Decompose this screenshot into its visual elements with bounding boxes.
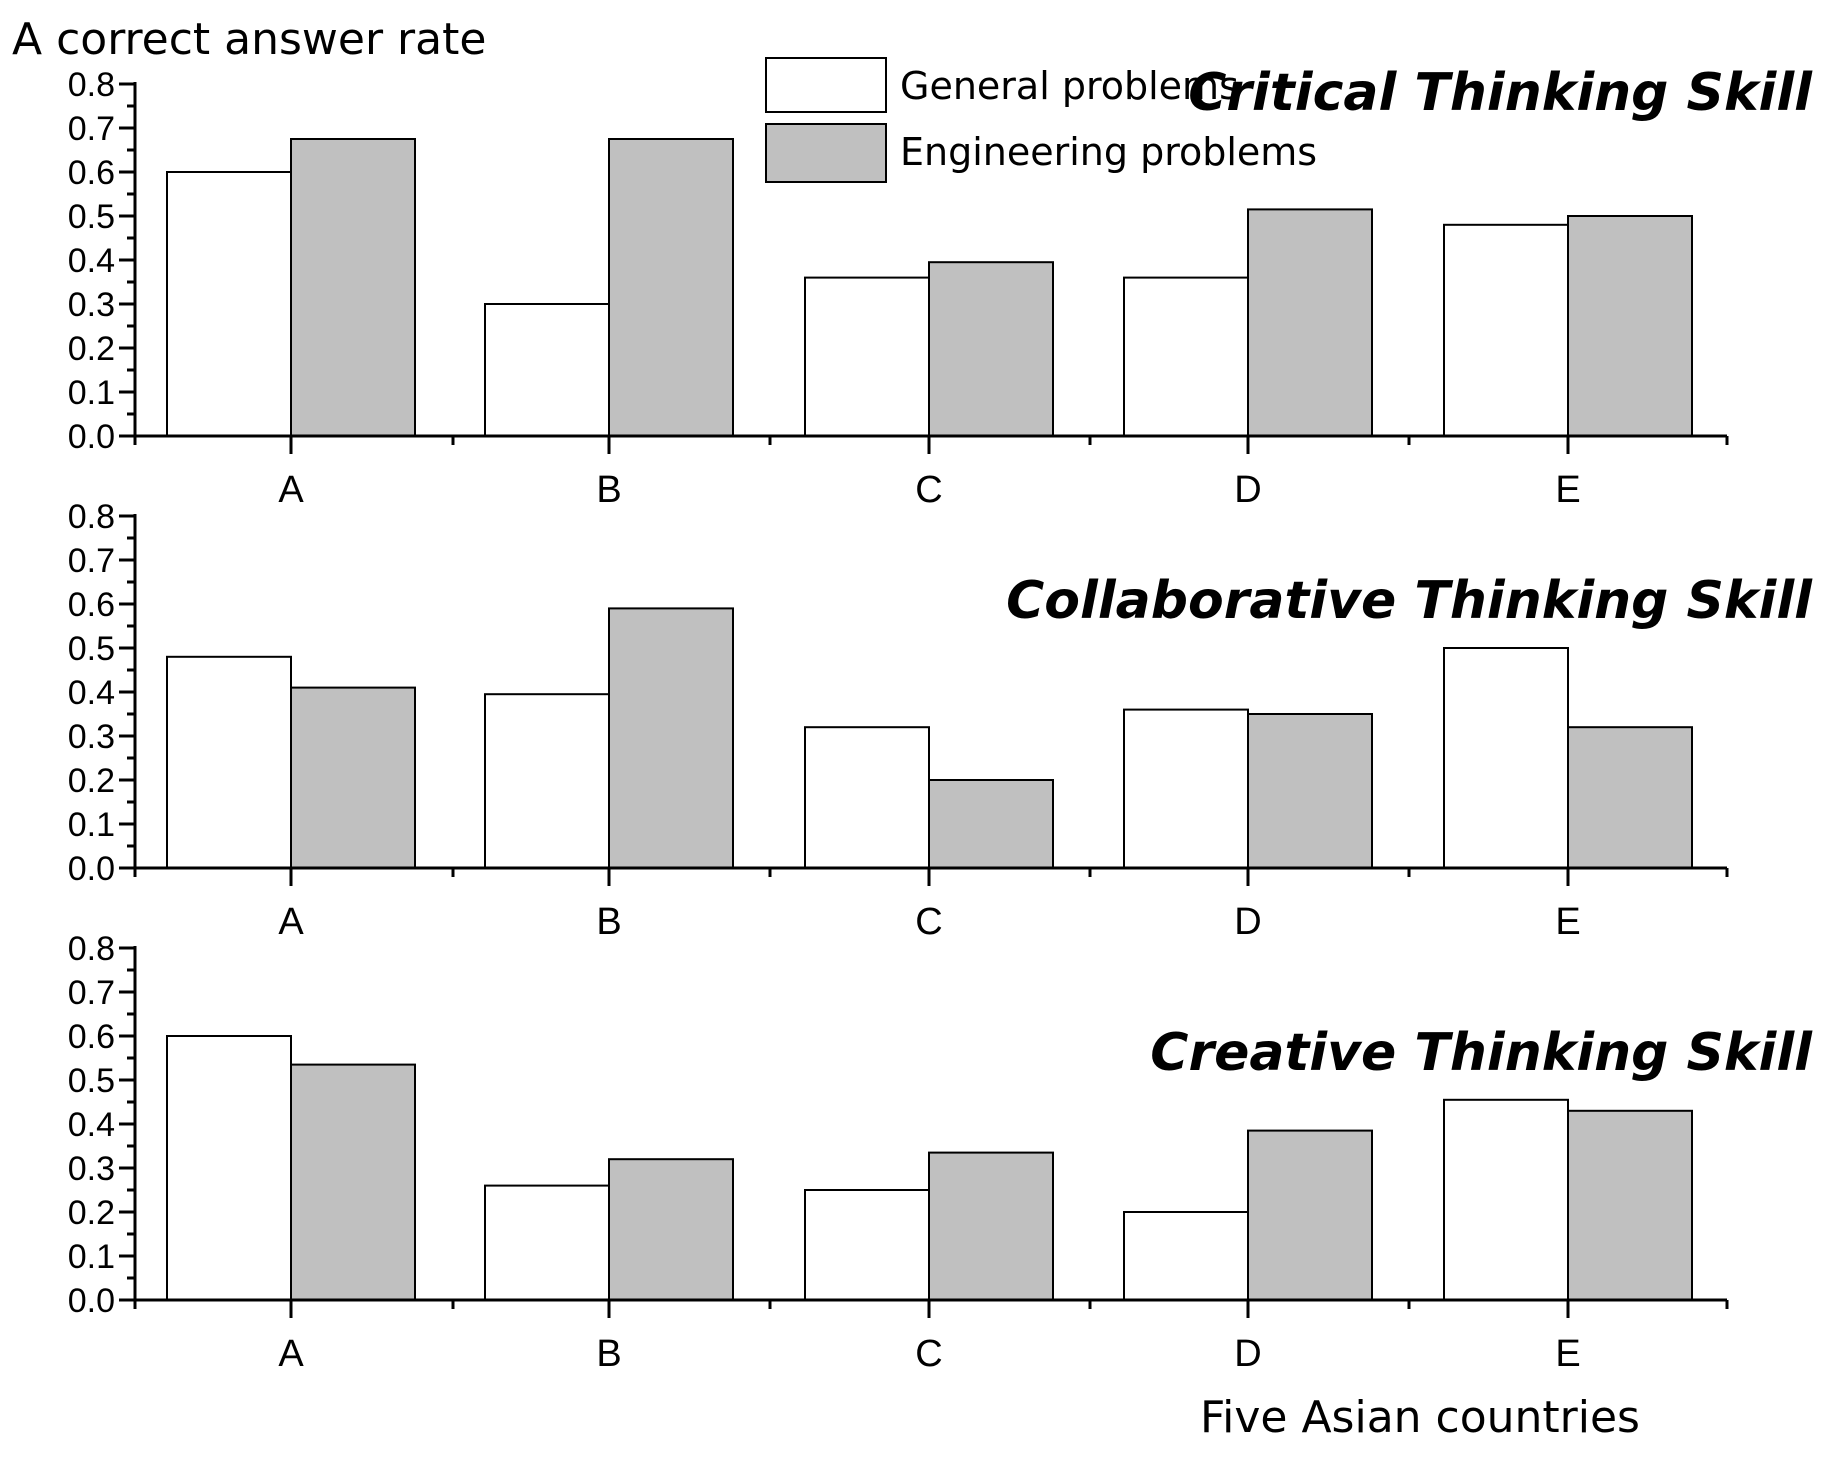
category-label-p2-e: E [1555, 901, 1580, 943]
y-tick-label-p2: 0.5 [68, 630, 115, 668]
bar-p3-engineering-d [1247, 1129, 1373, 1301]
bar-p1-general-b [484, 303, 610, 437]
legend-swatch-general [765, 57, 887, 113]
category-label-p1-e: E [1555, 469, 1580, 511]
bar-p2-general-d [1123, 708, 1249, 869]
y-tick-label-p2: 0.2 [68, 762, 115, 800]
y-tick-label-p3: 0.6 [68, 1018, 115, 1056]
bar-p2-engineering-b [608, 607, 734, 870]
legend-swatch-engineering [765, 123, 887, 183]
y-tick-label-p3: 0.8 [68, 930, 115, 968]
bar-p1-engineering-d [1247, 208, 1373, 437]
x-axis-title: Five Asian countries [1200, 1392, 1640, 1443]
y-tick-label-p1: 0.7 [68, 110, 115, 148]
bar-p2-engineering-e [1567, 726, 1693, 870]
bar-p3-engineering-e [1567, 1109, 1693, 1302]
panel-title-p3: Creative Thinking Skill [1150, 1023, 1813, 1083]
category-label-p2-c: C [915, 901, 942, 943]
bar-p3-engineering-b [608, 1158, 734, 1301]
bar-p2-engineering-c [928, 779, 1054, 869]
y-tick-label-p3: 0.5 [68, 1062, 115, 1100]
panel-title-p1: Critical Thinking Skill [1188, 63, 1813, 123]
y-tick-label-p3: 0.3 [68, 1150, 115, 1188]
category-label-p1-d: D [1234, 469, 1261, 511]
y-tick-label-p3: 0.0 [68, 1282, 115, 1320]
bar-p2-engineering-d [1247, 713, 1373, 869]
bar-p1-general-a [166, 171, 292, 437]
y-tick-label-p1: 0.5 [68, 198, 115, 236]
bar-p3-general-d [1123, 1211, 1249, 1301]
y-tick-label-p1: 0.4 [68, 242, 115, 280]
y-tick-label-p1: 0.8 [68, 66, 115, 104]
y-tick-label-p1: 0.6 [68, 154, 115, 192]
bar-p1-engineering-c [928, 261, 1054, 438]
bar-p1-general-d [1123, 276, 1249, 437]
bar-p2-general-e [1443, 647, 1569, 869]
bar-p1-general-e [1443, 223, 1569, 437]
category-label-p2-b: B [596, 901, 621, 943]
category-label-p1-a: A [278, 469, 304, 511]
category-label-p2-a: A [278, 901, 304, 943]
y-axis-title: A correct answer rate [12, 14, 486, 65]
bar-p2-general-c [804, 726, 930, 870]
bar-p3-engineering-a [290, 1063, 416, 1301]
category-label-p3-e: E [1555, 1333, 1580, 1375]
bar-p3-general-a [166, 1035, 292, 1301]
y-tick-label-p1: 0.3 [68, 286, 115, 324]
y-tick-label-p2: 0.3 [68, 718, 115, 756]
bar-p2-general-b [484, 693, 610, 870]
y-tick-label-p2: 0.7 [68, 542, 115, 580]
y-tick-label-p2: 0.8 [68, 498, 115, 536]
bar-p3-general-e [1443, 1098, 1569, 1302]
category-label-p2-d: D [1234, 901, 1261, 943]
bar-p2-engineering-a [290, 686, 416, 869]
y-tick-label-p1: 0.0 [68, 418, 115, 456]
bar-p1-engineering-b [608, 138, 734, 437]
y-tick-label-p3: 0.2 [68, 1194, 115, 1232]
legend-label-general: General problems [900, 64, 1239, 108]
category-label-p1-c: C [915, 469, 942, 511]
y-tick-label-p3: 0.7 [68, 974, 115, 1012]
bar-p3-general-b [484, 1184, 610, 1301]
bar-p1-general-c [804, 276, 930, 437]
y-tick-label-p2: 0.0 [68, 850, 115, 888]
y-tick-label-p2: 0.1 [68, 806, 115, 844]
y-tick-label-p3: 0.1 [68, 1238, 115, 1276]
bar-p3-general-c [804, 1189, 930, 1301]
bar-p3-engineering-c [928, 1151, 1054, 1301]
category-label-p3-b: B [596, 1333, 621, 1375]
bar-p1-engineering-e [1567, 215, 1693, 437]
bar-p2-general-a [166, 655, 292, 869]
y-tick-label-p1: 0.1 [68, 374, 115, 412]
y-tick-label-p2: 0.6 [68, 586, 115, 624]
category-label-p3-a: A [278, 1333, 304, 1375]
category-label-p1-b: B [596, 469, 621, 511]
legend-label-engineering: Engineering problems [900, 130, 1317, 174]
category-label-p3-d: D [1234, 1333, 1261, 1375]
bar-p1-engineering-a [290, 138, 416, 437]
panel-title-p2: Collaborative Thinking Skill [1006, 571, 1813, 631]
y-tick-label-p3: 0.4 [68, 1106, 115, 1144]
y-tick-label-p2: 0.4 [68, 674, 115, 712]
category-label-p3-c: C [915, 1333, 942, 1375]
y-tick-label-p1: 0.2 [68, 330, 115, 368]
